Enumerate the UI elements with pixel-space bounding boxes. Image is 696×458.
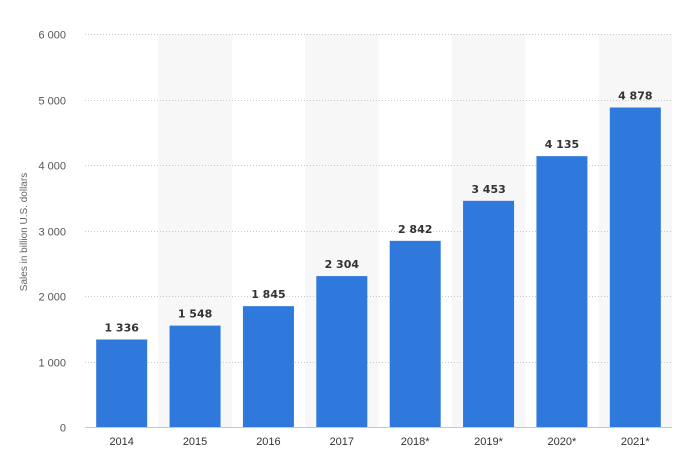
data-label: 4 878 [618,89,652,102]
x-axis-categories: 2014 2015 2016 2017 2018* 2019* 2020* 2021* [109,436,650,448]
y-tick-label: 4 000 [38,161,66,173]
x-tick-label: 2014 [109,436,133,448]
bar-2020[interactable] [536,156,588,427]
x-tick-label: 2020* [548,436,577,448]
y-axis-ticks: 0 1 000 2 000 3 000 4 000 5 000 6 000 [38,30,66,435]
x-tick-label: 2015 [183,436,207,448]
y-axis-title: Sales in billion U.S. dollars [19,173,30,291]
data-label: 4 135 [545,138,579,151]
bar-2018[interactable] [389,240,441,427]
x-tick-label: 2019* [474,436,503,448]
data-label: 1 336 [104,321,139,334]
y-tick-label: 0 [60,423,66,435]
x-tick-label: 2017 [330,436,354,448]
bar-2019[interactable] [463,200,515,427]
data-label: 3 453 [471,183,505,196]
bar-2015[interactable] [169,325,221,427]
y-tick-label: 2 000 [38,292,66,304]
data-label: 2 842 [398,223,432,236]
y-tick-label: 1 000 [38,358,66,370]
data-label: 1 548 [178,308,212,321]
bar-2017[interactable] [316,276,368,427]
x-tick-label: 2016 [256,436,280,448]
data-label: 2 304 [325,258,360,271]
bar-2014[interactable] [96,339,148,427]
x-tick-label: 2021* [621,436,650,448]
y-tick-label: 5 000 [38,96,66,108]
y-tick-label: 6 000 [38,30,66,42]
bar-2016[interactable] [242,306,294,427]
y-tick-label: 3 000 [38,227,66,239]
data-label: 1 845 [251,288,285,301]
bars [96,107,661,427]
data-labels: 1 336 1 548 1 845 2 304 2 842 3 453 4 135 4 878 [104,89,652,334]
bar-2021[interactable] [609,107,661,427]
x-tick-label: 2018* [401,436,430,448]
